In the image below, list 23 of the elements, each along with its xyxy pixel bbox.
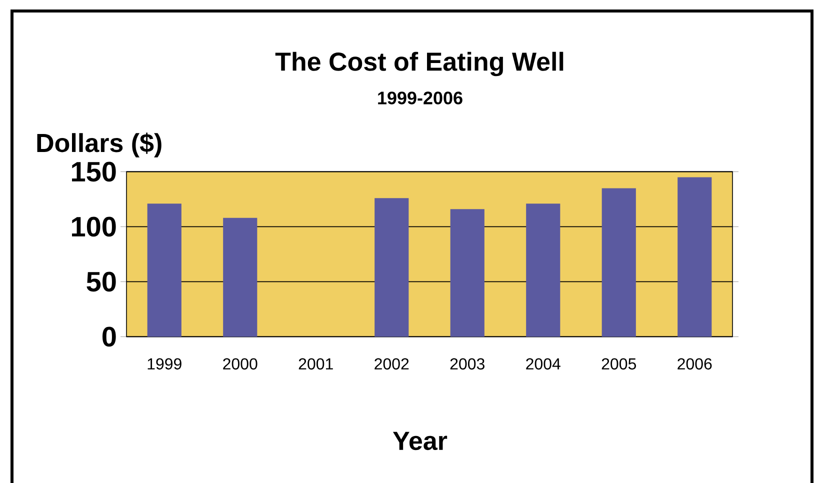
chart-subtitle: 1999-2006 [378, 92, 462, 104]
chart-title: The Cost of Eating Well [275, 52, 564, 76]
y-tick-label: 150 [72, 162, 116, 182]
x-tick-label: 2005 [602, 358, 636, 370]
x-tick-label: 2004 [526, 358, 560, 370]
x-tick-label: 2003 [450, 358, 484, 370]
bar [526, 204, 560, 337]
bar [450, 209, 484, 337]
bar [223, 218, 258, 337]
y-tick-label: 50 [86, 272, 116, 292]
x-tick-label: 2000 [223, 358, 258, 370]
y-axis-title: Dollars ($) [37, 132, 162, 158]
bar [678, 177, 712, 337]
y-tick-label: 0 [102, 326, 116, 347]
bar [374, 198, 409, 337]
x-tick-label: 2006 [678, 358, 712, 370]
bar [147, 204, 182, 337]
x-tick-label: 2002 [374, 358, 409, 370]
bar [602, 188, 636, 337]
x-tick-label: 2001 [298, 358, 333, 370]
x-axis-title: Year [392, 432, 448, 450]
y-tick-label: 100 [72, 216, 116, 237]
x-tick-label: 1999 [148, 358, 182, 370]
